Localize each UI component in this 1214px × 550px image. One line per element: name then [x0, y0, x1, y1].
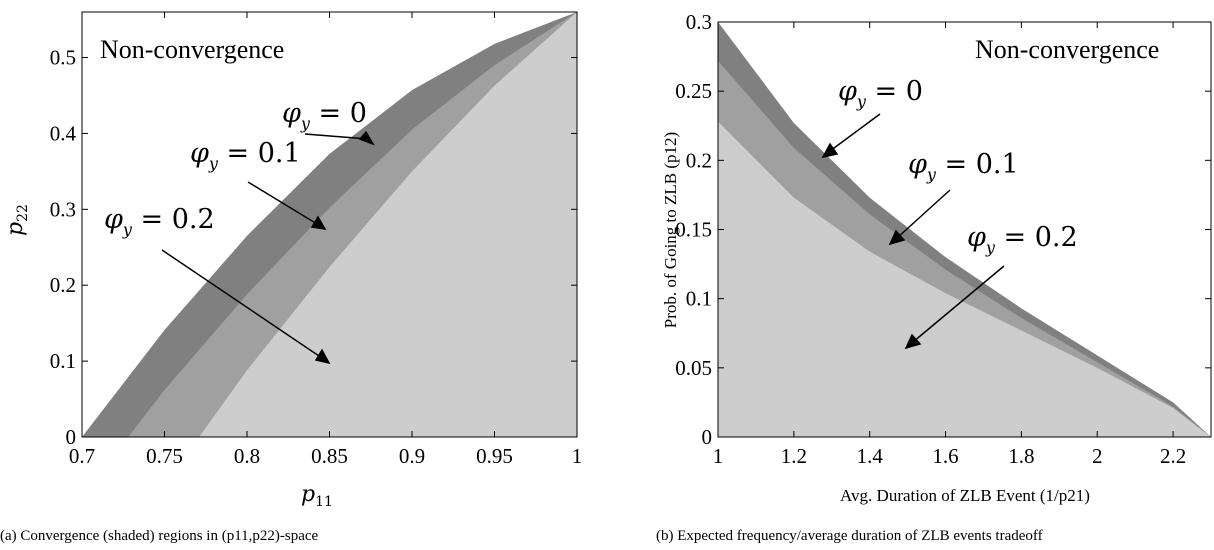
svg-text:φy = 0.2: φy = 0.2 — [967, 222, 1078, 257]
panel-a-phi-0.1-subscript: y — [208, 154, 219, 173]
panel-a-regions — [82, 12, 577, 437]
panel-b-region-series-2 — [718, 121, 1211, 437]
panel-a-y-tick-label: 0.2 — [50, 273, 76, 297]
panel-a-x-tick-label: 0.95 — [476, 444, 513, 468]
panel-a-region-series-2 — [199, 12, 577, 437]
panel-a-arrowhead-phi-0.1 — [310, 215, 327, 230]
panel-b-x-axis-label: Avg. Duration of ZLB Event (1/p21) — [840, 486, 1090, 505]
panel-a-arrows — [161, 130, 375, 365]
panel-a-x-tick-label: 0.8 — [234, 444, 260, 468]
panel-b-x-tick-label: 2 — [1092, 444, 1103, 468]
panel-a-phi-0-label: φy = 0 — [282, 98, 367, 133]
svg-text:φy = 0.2: φy = 0.2 — [104, 204, 215, 239]
panel-b-arrow-phi-0.1 — [896, 189, 951, 239]
panel-a-y-tick-label: 0.3 — [50, 197, 76, 221]
panel-b-arrow-phi-0.2 — [912, 265, 1005, 343]
svg-text:φy = 0: φy = 0 — [838, 76, 923, 111]
panel-b-arrowhead-phi-0.1 — [888, 229, 906, 246]
panel-b-regions — [718, 22, 1211, 437]
panel-b-y-tick-label: 0.1 — [686, 287, 712, 311]
panel-a-x-tick-label: 1 — [572, 444, 583, 468]
panel-b-ticks: 1 1.2 1.4 1.6 1.8 2 2.2 0 0.05 0.1 0.15 0.2 0.25 0.3 — [675, 10, 1211, 468]
panel-b-phi-0-symbol: φ — [838, 76, 857, 107]
svg-text:φy = 0.1: φy = 0.1 — [908, 149, 1019, 184]
panel-a-arrow-phi-0.2 — [161, 249, 323, 359]
panel-b-y-tick-label: 0.2 — [686, 148, 712, 172]
panel-b-x-tick-label: 1.8 — [1008, 444, 1034, 468]
panel-a-y-axis-label: p22 — [3, 204, 31, 236]
panel-a-phi-0.2-label: φy = 0.2 — [104, 204, 215, 239]
panel-b-phi-0.2-subscript: y — [985, 238, 996, 257]
panel-b-phi-0.1-label: φy = 0.1 — [908, 149, 1019, 184]
panel-b-nonconvergence-label: Non-convergence — [975, 35, 1159, 64]
svg-text:φy = 0: φy = 0 — [282, 98, 367, 133]
panel-a-phi-0.2-subscript: y — [122, 220, 133, 239]
panel-b-phi-0.2-equation: = 0.2 — [995, 222, 1078, 253]
panel-b-phi-0.1-symbol: φ — [908, 149, 927, 180]
panel-a-x-tick-label: 0.7 — [69, 444, 95, 468]
svg-text:φy = 0.1: φy = 0.1 — [190, 138, 301, 173]
panel-a-y-tick-label: 0.4 — [50, 121, 77, 145]
panel-b-caption: (b) Expected frequency/average duration … — [656, 528, 1043, 544]
panel-b-x-tick-label: 2.2 — [1160, 444, 1186, 468]
panel-b-y-tick-label: 0.15 — [675, 218, 712, 242]
panel-a-phi-0.2-symbol: φ — [104, 204, 123, 235]
panel-b-x-tick-label: 1.4 — [857, 444, 884, 468]
panel-a-x-tick-label: 0.85 — [311, 444, 348, 468]
panel-a-phi-0.2-equation: = 0.2 — [132, 204, 215, 235]
panel-a-arrowhead-phi-0.2 — [314, 348, 331, 365]
panel-a-arrow-phi-0.1 — [247, 181, 318, 225]
panel-b-y-tick-label: 0.25 — [675, 79, 712, 103]
panel-a-x-axis-label: p11 — [301, 482, 333, 510]
panel-b-x-tick-label: 1 — [713, 444, 724, 468]
panel-a-ticks: 0.7 0.75 0.8 0.85 0.9 0.95 1 0 0.1 0.2 0.3 0.4 0.5 — [50, 12, 583, 468]
panel-a-y-tick-label: 0 — [66, 425, 77, 449]
panel-a-phi-0-equation: = 0 — [310, 98, 367, 129]
panel-a-phi-0.1-symbol: φ — [190, 138, 209, 169]
panel-b-phi-0.2-label: φy = 0.2 — [967, 222, 1078, 257]
panel-b-arrowhead-phi-0.2 — [904, 333, 922, 350]
panel-b-phi-0-equation: = 0 — [866, 76, 923, 107]
panel-a-x-axis-subscript: 11 — [315, 494, 333, 510]
panel-b-arrows — [821, 113, 1005, 350]
panel-b-x-tick-label: 1.6 — [932, 444, 958, 468]
panel-a-y-tick-label: 0.5 — [50, 46, 76, 70]
panel-b-y-tick-label: 0.3 — [686, 10, 712, 34]
panel-a-x-tick-label: 0.75 — [146, 444, 183, 468]
panel-a-x-tick-label: 0.9 — [399, 444, 425, 468]
panel-a-x-axis-symbol: p — [301, 482, 315, 507]
panel-a-y-axis-symbol: p — [3, 222, 28, 236]
panel-b-phi-0.1-equation: = 0.1 — [936, 149, 1019, 180]
panel-a-arrowhead-phi-0 — [358, 130, 375, 146]
panel-a-phi-0.1-equation: = 0.1 — [218, 138, 301, 169]
panel-b-phi-0-label: φy = 0 — [838, 76, 923, 111]
panel-a-phi-0.1-label: φy = 0.1 — [190, 138, 301, 173]
panel-b-phi-0-subscript: y — [856, 92, 867, 111]
panel-a-caption: (a) Convergence (shaded) regions in (p11… — [0, 528, 319, 544]
panel-a-phi-0-subscript: y — [300, 114, 311, 133]
panel-a: 0.7 0.75 0.8 0.85 0.9 0.95 1 0 0.1 0.2 0.3 0.4 0.5 N… — [3, 11, 583, 510]
panel-b-phi-0.1-subscript: y — [926, 165, 937, 184]
panel-a-phi-0-symbol: φ — [282, 98, 301, 129]
panel-a-y-tick-label: 0.1 — [50, 349, 76, 373]
panel-b-arrowhead-phi-0 — [821, 142, 839, 159]
panel-b-x-tick-label: 1.2 — [781, 444, 807, 468]
panel-b-y-tick-label: 0.05 — [675, 356, 712, 380]
panel-b-y-axis-label: Prob. of Going to ZLB (p12) — [661, 132, 680, 328]
panel-b-y-tick-label: 0 — [702, 425, 713, 449]
panel-a-y-axis-subscript: 22 — [15, 204, 31, 222]
panel-a-arrow-phi-0 — [304, 133, 369, 140]
panel-a-nonconvergence-label: Non-convergence — [100, 35, 284, 64]
panel-b: 1 1.2 1.4 1.6 1.8 2 2.200.050.10.150.20.250.3 … — [661, 10, 1212, 505]
panel-b-phi-0.2-symbol: φ — [967, 222, 986, 253]
panel-b-arrow-phi-0 — [829, 113, 881, 152]
